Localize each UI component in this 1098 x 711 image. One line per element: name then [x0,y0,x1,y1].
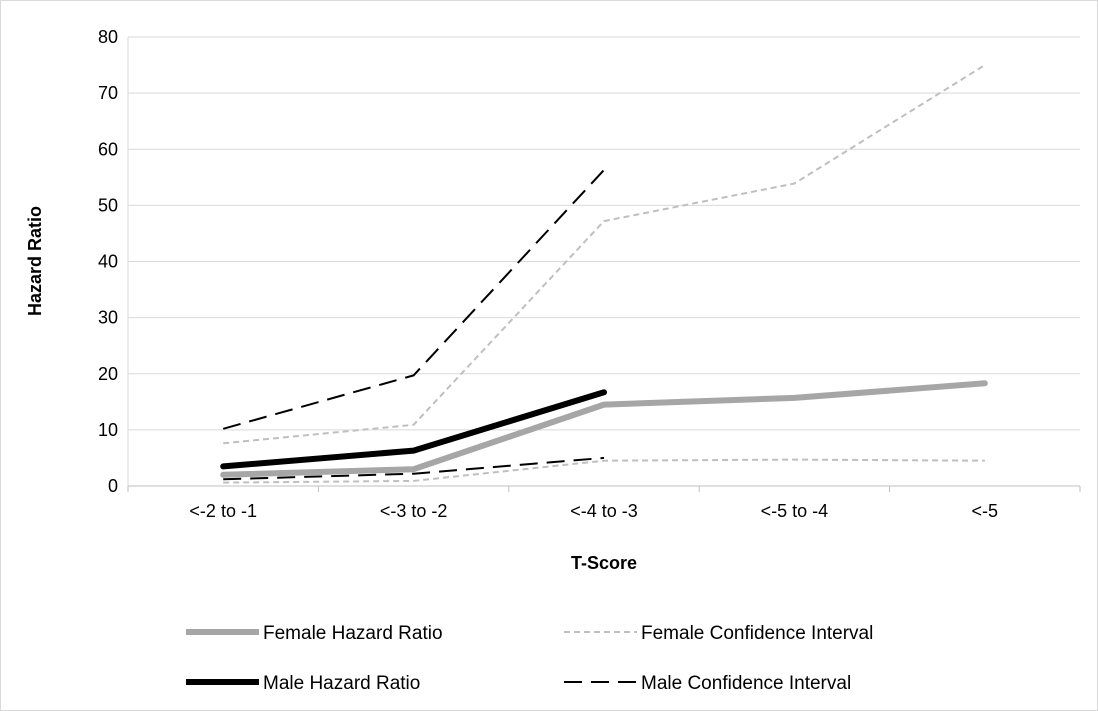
series-lines [220,64,988,484]
x-tick-label: <-3 to -2 [380,501,448,521]
x-tick-label: <-2 to -1 [189,501,257,521]
axes [127,37,1081,492]
series-line-female-confidence-interval [223,458,985,484]
x-tick-label: <-5 to -4 [761,501,829,521]
series-line-male-hazard-ratio [220,389,607,470]
x-tick-label: <-4 to -3 [570,501,638,521]
series-line-male-confidence-interval [223,456,605,481]
gridlines [128,36,1080,431]
y-tick-label: 10 [98,420,118,440]
y-tick-label: 0 [108,476,118,496]
legend-label: Female Confidence Interval [641,623,873,644]
series-line-male-confidence-interval [222,169,605,430]
y-tick-label: 30 [98,308,118,328]
legend-label: Female Hazard Ratio [263,623,443,644]
y-tick-label: 50 [98,195,118,215]
x-tick-label: <-5 [972,501,999,521]
y-tick-label: 40 [98,252,118,272]
legend: Female Hazard Ratio Female Confidence Int… [186,623,873,694]
x-axis-title: T-Score [571,553,637,573]
series-line-female-hazard-ratio [220,380,988,478]
legend-label: Male Hazard Ratio [263,673,420,694]
y-tick-label: 80 [98,27,118,47]
y-tick-label: 60 [98,139,118,159]
legend-label: Male Confidence Interval [641,673,851,694]
y-tick-label: 20 [98,364,118,384]
series-line-female-confidence-interval [223,64,986,445]
y-tick-label: 70 [98,83,118,103]
tick-labels: 0 10 20 30 40 50 60 70 80 <-2 to -1 <-3 to -2 <-4 t… [98,27,998,521]
y-axis-title: Hazard Ratio [25,206,45,316]
